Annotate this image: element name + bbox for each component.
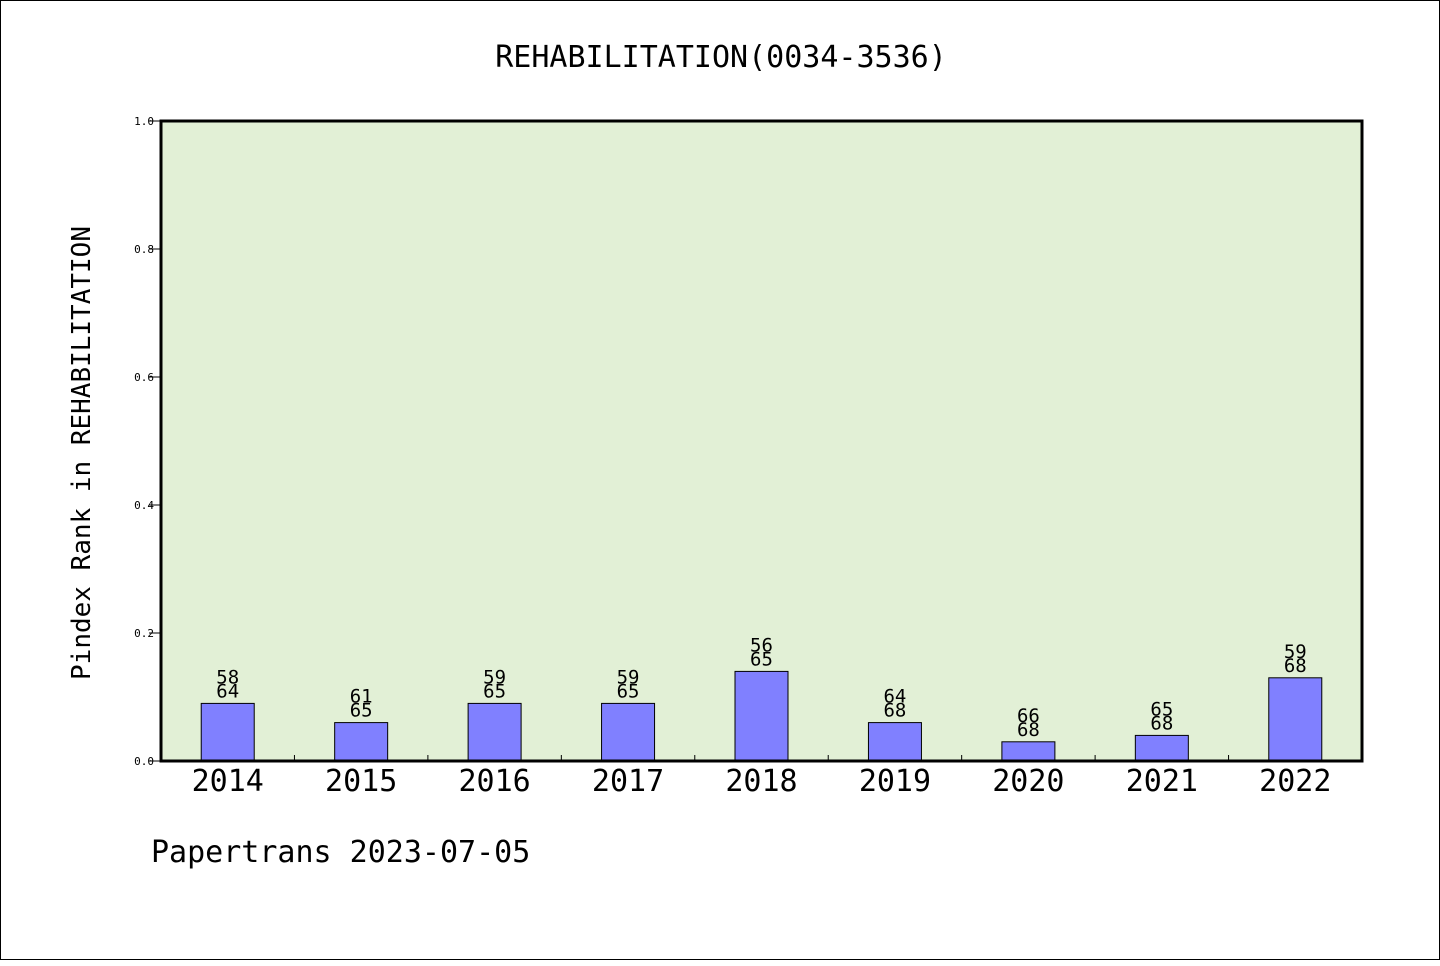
plot-border xyxy=(159,119,1364,763)
chart-title: REHABILITATION(0034-3536) xyxy=(495,40,947,75)
bar-label-top: 64 xyxy=(883,686,906,708)
bar-2021 xyxy=(1134,734,1189,762)
bar-label-top: 65 xyxy=(1150,698,1173,720)
bar-2020 xyxy=(1001,741,1056,762)
bars-group xyxy=(200,670,1323,762)
x-tick-label: 2017 xyxy=(592,764,664,799)
bar-label-top: 61 xyxy=(350,686,373,708)
bar-label-top: 59 xyxy=(1284,641,1307,663)
bar-label-bottom: 65 xyxy=(483,680,506,702)
x-tick-label: 2021 xyxy=(1126,764,1198,799)
bar-label-top: 58 xyxy=(216,666,239,688)
bar-label-bottom: 65 xyxy=(750,648,773,670)
x-axis-ticks: 2014 2015 2016 2017 2018 2019 2020 2021 2022 xyxy=(192,755,1331,799)
bar-label-top: 59 xyxy=(483,666,506,688)
x-tick-label: 2020 xyxy=(992,764,1064,799)
bar-2018 xyxy=(734,670,789,762)
bar-2017 xyxy=(601,702,656,762)
bar-label-bottom: 68 xyxy=(1150,712,1173,734)
bar-label-bottom: 65 xyxy=(350,700,373,722)
bar-2015 xyxy=(334,722,389,762)
x-tick-label: 2014 xyxy=(192,764,264,799)
y-tick-label: 0.8 xyxy=(134,243,154,256)
footer-credit: Papertrans 2023-07-05 xyxy=(151,835,531,870)
bar-label-top: 56 xyxy=(750,634,773,656)
bar-label-top: 66 xyxy=(1017,705,1040,727)
y-tick-label: 0.6 xyxy=(134,371,154,384)
bar-2014 xyxy=(200,702,255,762)
x-tick-label: 2016 xyxy=(458,764,530,799)
y-tick-label: 0.2 xyxy=(134,627,154,640)
bar-label-bottom: 64 xyxy=(216,680,239,702)
y-tick-label: 1.0 xyxy=(134,115,154,128)
bar-2022 xyxy=(1268,677,1323,762)
bar-label-bottom: 65 xyxy=(617,680,640,702)
x-tick-label: 2022 xyxy=(1259,764,1331,799)
bar-2019 xyxy=(867,722,922,762)
y-tick-label: 0.0 xyxy=(134,755,154,768)
x-tick-label: 2019 xyxy=(859,764,931,799)
bar-label-bottom: 68 xyxy=(1284,655,1307,677)
y-tick-label: 0.4 xyxy=(134,499,154,512)
bar-label-bottom: 68 xyxy=(883,700,906,722)
bar-label-top: 59 xyxy=(617,666,640,688)
y-axis-ticks: 0.0 0.2 0.4 0.6 0.8 1.0 xyxy=(134,115,161,768)
plot-area xyxy=(161,121,1362,761)
bar-2016 xyxy=(467,702,522,762)
x-tick-label: 2018 xyxy=(725,764,797,799)
bar-label-bottom: 68 xyxy=(1017,719,1040,741)
x-tick-label: 2015 xyxy=(325,764,397,799)
y-axis-label: Pindex Rank in REHABILITATION xyxy=(67,226,97,680)
